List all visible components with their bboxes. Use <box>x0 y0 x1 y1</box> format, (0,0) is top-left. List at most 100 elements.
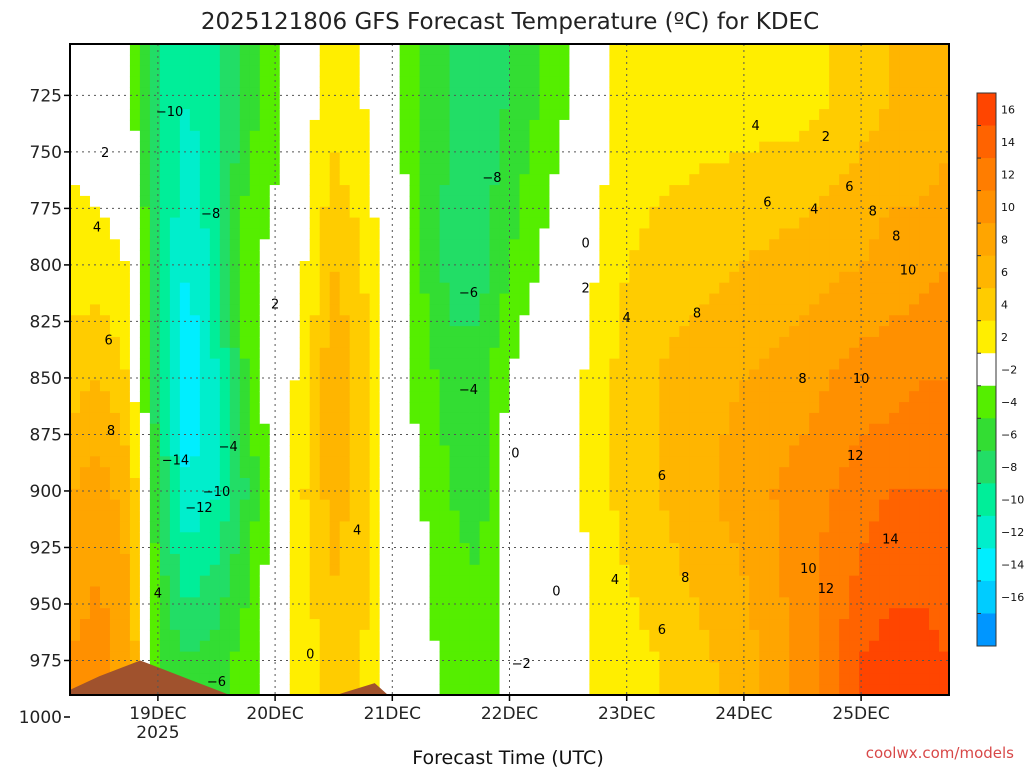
temperature-cell <box>429 478 441 490</box>
temperature-cell <box>769 271 780 284</box>
temperature-cell <box>799 152 810 164</box>
temperature-cell <box>119 423 131 436</box>
temperature-cell <box>329 293 341 305</box>
temperature-cell <box>429 564 441 577</box>
temperature-cell <box>119 217 131 230</box>
temperature-cell <box>589 619 600 631</box>
temperature-cell <box>379 87 391 99</box>
temperature-cell <box>509 673 521 685</box>
temperature-cell <box>719 597 730 609</box>
temperature-cell <box>489 521 501 533</box>
temperature-cell <box>859 163 870 175</box>
temperature-cell <box>239 54 251 67</box>
temperature-cell <box>599 402 610 414</box>
temperature-cell <box>239 44 251 56</box>
temperature-cell <box>169 152 181 164</box>
temperature-cell <box>309 553 321 566</box>
temperature-cell <box>289 119 301 132</box>
temperature-cell <box>629 65 640 78</box>
temperature-cell <box>649 532 660 544</box>
temperature-cell <box>669 206 680 219</box>
temperature-cell <box>669 271 680 284</box>
temperature-cell <box>639 174 650 186</box>
temperature-cell <box>199 380 211 392</box>
temperature-cell <box>519 445 531 457</box>
temperature-cell <box>109 119 121 132</box>
temperature-cell <box>799 380 810 392</box>
temperature-cell <box>849 499 860 512</box>
temperature-cell <box>489 163 501 175</box>
temperature-cell <box>429 130 441 143</box>
temperature-cell <box>619 239 630 251</box>
temperature-cell <box>429 44 441 56</box>
temperature-cell <box>219 673 231 685</box>
temperature-cell <box>539 434 551 447</box>
temperature-cell <box>479 597 491 609</box>
temperature-cell <box>769 336 780 349</box>
temperature-cell <box>139 271 151 284</box>
temperature-cell <box>839 54 850 67</box>
temperature-cell <box>489 217 501 230</box>
temperature-cell <box>469 467 481 479</box>
temperature-cell <box>859 586 870 598</box>
temperature-cell <box>89 575 101 588</box>
temperature-cell <box>619 293 630 305</box>
temperature-cell <box>299 347 311 360</box>
temperature-cell <box>199 521 211 533</box>
temperature-cell <box>309 163 321 175</box>
temperature-cell <box>419 391 431 403</box>
temperature-cell <box>329 553 341 566</box>
temperature-cell <box>599 163 610 175</box>
temperature-cell <box>529 684 541 695</box>
temperature-cell <box>689 174 700 186</box>
temperature-cell <box>659 510 670 522</box>
temperature-cell <box>409 629 421 642</box>
temperature-cell <box>619 347 630 360</box>
temperature-cell <box>519 586 531 598</box>
temperature-cell <box>669 304 680 316</box>
temperature-cell <box>509 423 521 436</box>
temperature-cell <box>269 98 281 110</box>
temperature-cell <box>869 271 880 284</box>
temperature-cell <box>559 109 571 121</box>
temperature-cell <box>249 65 261 78</box>
temperature-cell <box>789 391 800 403</box>
temperature-cell <box>609 65 620 78</box>
temperature-cell <box>889 434 900 447</box>
temperature-cell <box>699 543 710 555</box>
temperature-cell <box>579 402 591 414</box>
temperature-cell <box>849 282 860 295</box>
temperature-cell <box>839 65 850 78</box>
temperature-cell <box>759 488 770 501</box>
temperature-cell <box>669 65 680 78</box>
temperature-cell <box>579 488 591 501</box>
temperature-cell <box>109 553 121 566</box>
temperature-cell <box>429 185 441 197</box>
temperature-cell <box>389 488 401 501</box>
temperature-cell <box>289 98 301 110</box>
temperature-cell <box>749 282 760 295</box>
temperature-cell <box>839 152 850 164</box>
temperature-cell <box>439 261 451 273</box>
temperature-cell <box>349 651 361 664</box>
temperature-cell <box>589 478 600 490</box>
temperature-cell <box>789 597 800 609</box>
temperature-cell <box>239 293 251 305</box>
temperature-cell <box>379 391 391 403</box>
temperature-cell <box>179 326 191 338</box>
temperature-cell <box>819 532 830 544</box>
temperature-cell <box>559 76 571 88</box>
temperature-cell <box>559 380 571 392</box>
temperature-cell <box>619 402 630 414</box>
temperature-cell <box>739 271 750 284</box>
temperature-cell <box>279 543 291 555</box>
temperature-cell <box>239 629 251 642</box>
temperature-cell <box>79 478 91 490</box>
temperature-cell <box>319 380 331 392</box>
temperature-cell <box>219 228 231 240</box>
temperature-cell <box>179 456 191 468</box>
temperature-cell <box>309 358 321 371</box>
temperature-cell <box>129 423 141 436</box>
temperature-cell <box>719 662 730 674</box>
temperature-cell <box>659 130 670 143</box>
